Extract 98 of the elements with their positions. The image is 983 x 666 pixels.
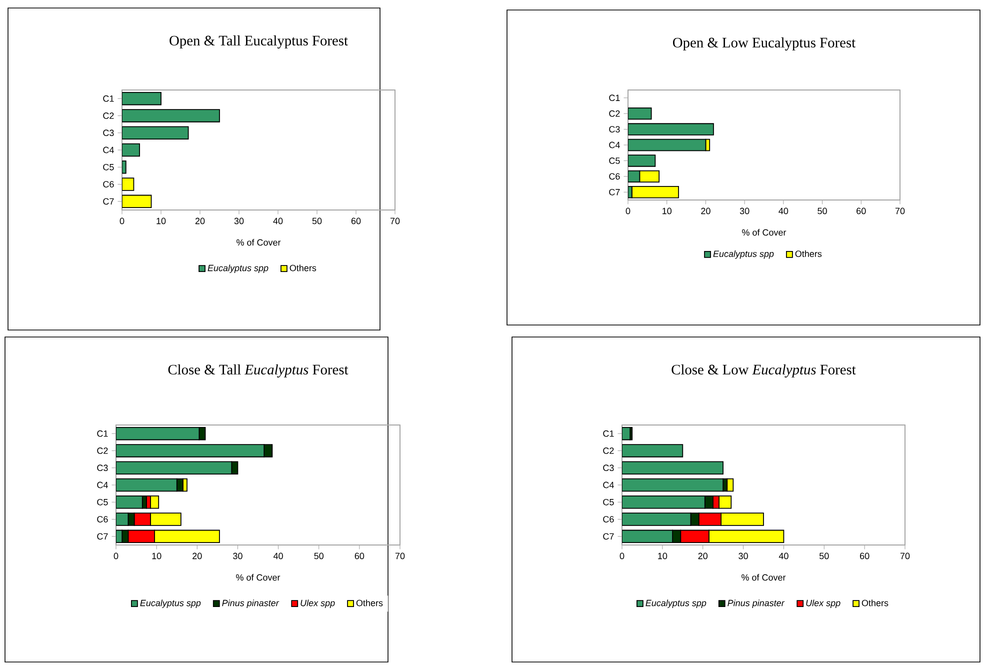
y-tick-label: C7	[97, 533, 108, 540]
x-tick-label: 60	[354, 552, 364, 560]
x-tick-label: 30	[233, 552, 242, 560]
bar	[116, 496, 143, 509]
x-tick-label: 0	[120, 218, 124, 224]
x-tick-label: 50	[820, 552, 829, 560]
bar	[116, 461, 232, 474]
y-tick-label: C7	[603, 533, 614, 540]
x-axis-title: % of Cover	[236, 574, 280, 581]
y-tick-label: C3	[97, 464, 108, 472]
y-tick-label: C6	[603, 516, 614, 522]
bar	[628, 107, 652, 120]
y-tick-label: C1	[97, 430, 108, 437]
y-tick-label: C7	[609, 188, 620, 196]
bar	[122, 126, 189, 140]
x-tick-label: 70	[390, 218, 400, 224]
y-tick-label: C6	[97, 516, 108, 522]
bar	[622, 461, 724, 474]
bar	[622, 512, 692, 526]
bar	[122, 194, 152, 208]
x-tick-label: 50	[818, 208, 827, 214]
x-tick-label: 30	[234, 218, 244, 224]
legend-label: Others	[795, 250, 822, 258]
x-axis-title: % of Cover	[742, 574, 786, 581]
y-tick-label: C4	[97, 482, 108, 488]
x-tick-label: 0	[620, 552, 624, 560]
x-tick-label: 40	[273, 218, 283, 224]
x-tick-label: 60	[860, 552, 870, 560]
legend-label: Ulex spp	[806, 600, 840, 608]
x-tick-label: 70	[895, 208, 905, 214]
y-tick-label: C4	[609, 142, 620, 148]
x-axis-title: % of Cover	[742, 229, 786, 236]
bar	[122, 92, 162, 106]
bar	[122, 109, 220, 122]
x-tick-label: 10	[658, 552, 668, 560]
y-tick-label: C2	[97, 448, 108, 454]
x-tick-label: 20	[698, 552, 708, 560]
bar	[116, 426, 200, 440]
legend-label: Pinus pinaster	[222, 600, 280, 608]
x-tick-label: 40	[273, 552, 283, 560]
chart-title: Close & Low Eucalyptus Forest	[672, 364, 856, 378]
y-tick-label: C2	[609, 110, 620, 117]
legend-label: Ulex spp	[300, 600, 335, 608]
y-tick-label: C5	[97, 498, 108, 506]
x-tick-label: 10	[152, 552, 162, 560]
x-tick-label: 20	[195, 218, 205, 224]
y-tick-label: C1	[603, 430, 614, 437]
bar	[622, 496, 706, 509]
y-tick-label: C4	[103, 146, 114, 154]
y-tick-label: C3	[603, 464, 614, 472]
legend-label: Eucalyptus spp	[646, 600, 706, 608]
y-tick-label: C5	[603, 498, 614, 506]
y-tick-label: C2	[603, 448, 614, 454]
bar	[150, 496, 160, 509]
x-tick-label: 70	[395, 552, 405, 560]
bar	[622, 444, 684, 458]
y-tick-label: C3	[609, 126, 620, 132]
x-tick-label: 40	[778, 552, 788, 560]
legend-label: Eucalyptus spp	[208, 264, 268, 273]
x-tick-label: 20	[192, 552, 202, 560]
x-tick-label: 20	[701, 208, 710, 214]
x-tick-label: 60	[351, 218, 361, 224]
x-tick-label: 40	[778, 208, 788, 214]
x-axis-title: % of Cover	[236, 239, 281, 246]
y-tick-label: C2	[103, 112, 114, 119]
chart-title: Open & Low Eucalyptus Forest	[673, 37, 856, 50]
x-tick-label: 60	[856, 208, 866, 214]
y-tick-label: C7	[103, 198, 114, 205]
bar	[628, 154, 656, 167]
legend-label: Eucalyptus spp	[140, 600, 201, 608]
y-tick-label: C1	[609, 94, 620, 102]
x-tick-label: 50	[314, 552, 324, 560]
legend-label: Others	[290, 264, 316, 272]
y-tick-label: C4	[603, 482, 614, 488]
bar	[622, 530, 673, 544]
x-tick-label: 50	[312, 218, 322, 224]
chart-title: Open & Tall Eucalyptus Forest	[170, 35, 348, 48]
y-tick-label: C1	[103, 95, 114, 102]
legend-label: Pinus pinaster	[728, 600, 785, 608]
legend-label: Others	[862, 600, 888, 606]
y-tick-label: C5	[609, 158, 620, 164]
x-tick-label: 0	[626, 208, 630, 214]
y-tick-label: C5	[103, 164, 114, 170]
y-tick-label: C6	[103, 181, 114, 188]
bar	[639, 170, 660, 183]
x-tick-label: 30	[738, 552, 748, 560]
x-tick-label: 10	[156, 218, 166, 224]
bar	[116, 444, 265, 458]
bar	[628, 123, 714, 136]
y-tick-label: C3	[103, 130, 114, 136]
chart-title: Close & Tall Eucalyptus Forest	[168, 364, 348, 378]
legend-label: Others	[356, 600, 383, 606]
x-tick-label: 30	[740, 208, 750, 214]
x-tick-label: 70	[900, 552, 910, 560]
legend-label: Eucalyptus spp	[713, 250, 774, 259]
x-tick-label: 10	[662, 208, 672, 214]
y-tick-label: C6	[609, 173, 620, 180]
x-tick-label: 0	[114, 552, 118, 560]
